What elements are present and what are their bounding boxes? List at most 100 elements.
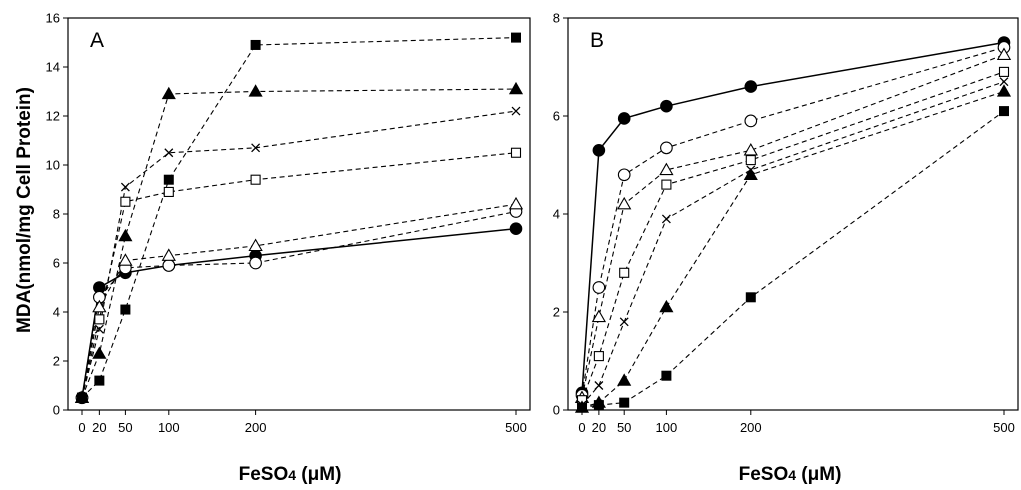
x-tick-label-b-50: 50 — [617, 420, 631, 435]
series-line-a-cross — [81, 110, 517, 398]
point-a-cross-100 — [164, 148, 174, 158]
point-b-triangle-filled-100 — [659, 299, 674, 313]
y-tick-label-a-0: 0 — [53, 403, 60, 418]
x-tick-label-b-0: 0 — [578, 420, 585, 435]
y-tick-label-b-2: 2 — [553, 305, 560, 320]
point-b-triangle-filled-500 — [996, 84, 1012, 97]
point-a-circle-open-100 — [162, 259, 176, 272]
point-a-square-filled-50 — [120, 304, 131, 315]
point-b-square-filled-500 — [999, 106, 1009, 117]
point-b-square-open-100 — [661, 179, 672, 190]
x-axis-title-a: FeSO4 (μM) — [239, 464, 342, 485]
point-a-cross-500 — [511, 106, 521, 116]
point-b-circle-open-20 — [592, 281, 606, 294]
point-a-circle-open-200 — [249, 256, 262, 270]
y-tick-label-b-6: 6 — [553, 109, 560, 124]
x-tick-label-a-50: 50 — [118, 420, 132, 435]
x-tick-label-a-20: 20 — [92, 420, 106, 435]
series-line-b-triangle-filled — [581, 90, 1005, 409]
point-b-square-open-500 — [998, 66, 1010, 77]
y-tick-label-b-4: 4 — [553, 207, 560, 222]
panel-a: 0 2 4 6 8 10 12 14 16 0 20 50 100 200 500 A — [46, 11, 531, 435]
point-b-circle-filled-200 — [744, 80, 758, 93]
point-b-square-open-200 — [745, 155, 756, 166]
point-a-square-filled-20 — [94, 375, 105, 386]
point-a-square-filled-500 — [511, 32, 521, 43]
plot-frame-a — [67, 17, 531, 411]
series-line-a-square-open — [81, 152, 517, 398]
x-tick-label-a-200: 200 — [245, 420, 267, 435]
point-b-triangle-open-50 — [617, 196, 632, 210]
point-b-square-open-50 — [619, 267, 630, 278]
point-b-circle-open-100 — [660, 141, 673, 155]
y-tick-label-a-12: 12 — [46, 109, 60, 124]
point-b-triangle-filled-200 — [743, 167, 758, 180]
panel-label-b: B — [590, 29, 604, 52]
x-tick-label-b-200: 200 — [740, 420, 762, 435]
point-b-circle-filled-20 — [592, 144, 606, 157]
point-b-cross-500 — [999, 77, 1009, 87]
point-a-triangle-filled-50 — [118, 228, 133, 242]
plot-frame-b — [567, 17, 1019, 411]
point-b-square-filled-0 — [577, 402, 587, 413]
point-a-square-open-200 — [250, 174, 261, 185]
point-b-square-filled-200 — [745, 292, 756, 303]
point-b-triangle-open-100 — [659, 162, 674, 176]
series-line-a-circle-open — [81, 211, 517, 398]
x-axis-title-a-sub: 4 — [288, 467, 296, 483]
point-a-triangle-filled-20 — [92, 346, 107, 359]
x-axis-title-a-main: FeSO — [239, 464, 289, 485]
point-b-square-filled-100 — [661, 370, 672, 381]
series-line-b-square-filled — [581, 110, 1005, 409]
series-line-b-triangle-open — [581, 54, 1005, 398]
point-a-cross-20 — [94, 324, 104, 334]
y-tick-label-a-6: 6 — [53, 256, 60, 271]
panel-label-a: A — [90, 29, 104, 52]
x-tick-label-a-0: 0 — [78, 420, 85, 435]
point-a-triangle-filled-100 — [161, 86, 176, 100]
point-a-triangle-open-50 — [118, 253, 133, 266]
point-b-triangle-open-200 — [743, 142, 758, 156]
x-tick-label-b-20: 20 — [592, 420, 606, 435]
point-a-square-open-500 — [510, 147, 522, 158]
x-axis-title-b-main: FeSO — [739, 464, 789, 485]
y-tick-label-a-14: 14 — [46, 60, 60, 75]
point-b-circle-filled-100 — [660, 99, 673, 113]
series-line-b-circle-filled — [581, 41, 1005, 393]
x-axis-title-b-unit: (μM) — [796, 464, 841, 485]
point-a-square-filled-200 — [250, 39, 261, 50]
point-b-circle-open-50 — [617, 168, 631, 182]
x-axis-title-b-sub: 4 — [788, 467, 796, 483]
point-b-triangle-filled-50 — [617, 373, 632, 386]
point-a-square-open-100 — [163, 186, 174, 197]
x-axis-title-a-unit: (μM) — [296, 464, 341, 485]
point-b-square-open-20 — [593, 351, 604, 362]
point-a-triangle-open-20 — [92, 299, 107, 313]
x-tick-label-a-500: 500 — [505, 420, 527, 435]
y-tick-label-b-0: 0 — [553, 403, 560, 418]
x-tick-label-b-500: 500 — [993, 420, 1015, 435]
point-a-square-open-20 — [94, 314, 105, 325]
series-line-b-circle-open — [581, 46, 1005, 396]
point-b-circle-filled-50 — [617, 112, 631, 125]
point-a-square-filled-0 — [77, 392, 87, 403]
point-a-triangle-open-500 — [508, 196, 524, 210]
point-b-triangle-open-20 — [591, 309, 607, 323]
series-line-a-triangle-filled — [81, 88, 517, 398]
series-line-a-triangle-open — [81, 203, 517, 398]
point-a-triangle-open-100 — [161, 248, 176, 261]
panel-b: 0 2 4 6 8 0 20 50 100 200 500 B — [553, 11, 1019, 435]
point-b-cross-50 — [619, 317, 629, 327]
point-a-cross-200 — [251, 143, 261, 153]
point-a-triangle-filled-200 — [248, 84, 263, 97]
point-b-triangle-open-500 — [996, 47, 1012, 60]
series-line-b-cross — [581, 81, 1005, 406]
point-b-circle-open-200 — [744, 114, 758, 128]
y-tick-label-a-16: 16 — [46, 11, 60, 26]
x-axis-title-b: FeSO4 (μM) — [739, 464, 842, 485]
point-b-cross-100 — [661, 214, 671, 224]
point-a-square-filled-100 — [163, 174, 174, 185]
point-b-square-filled-50 — [619, 397, 630, 408]
y-tick-label-a-8: 8 — [53, 207, 60, 222]
